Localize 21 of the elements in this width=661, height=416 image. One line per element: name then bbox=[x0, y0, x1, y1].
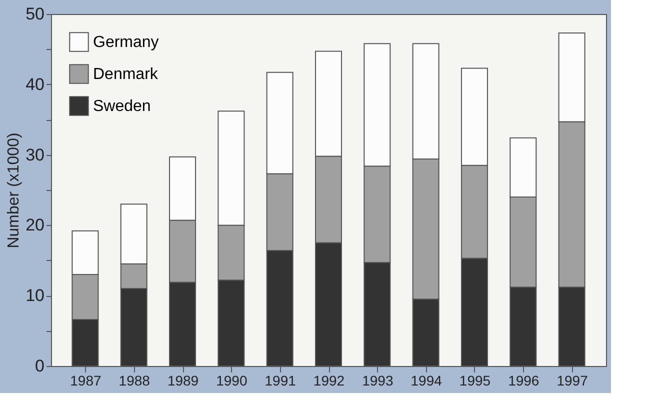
y-tick-label: 0 bbox=[35, 356, 44, 376]
y-tick-label: 30 bbox=[26, 145, 44, 164]
x-tick-label: 1991 bbox=[264, 372, 296, 388]
x-tick-label: 1995 bbox=[459, 372, 491, 388]
y-axis-title: Number (x1000) bbox=[6, 132, 23, 248]
x-tick-label: 1990 bbox=[216, 372, 248, 388]
y-tick-label: 10 bbox=[26, 286, 44, 306]
y-tick-label: 50 bbox=[26, 4, 44, 24]
legend-label: Denmark bbox=[93, 66, 159, 83]
x-tick-label: 1989 bbox=[167, 372, 199, 388]
legend-label: Germany bbox=[93, 34, 159, 51]
y-tick-label: 20 bbox=[26, 216, 44, 235]
x-tick-label: 1996 bbox=[508, 372, 540, 388]
x-tick-label: 1988 bbox=[118, 372, 150, 388]
x-tick-label: 1993 bbox=[362, 372, 394, 388]
x-tick-label: 1994 bbox=[410, 372, 442, 388]
x-tick-label: 1992 bbox=[313, 372, 345, 388]
legend-label: Sweden bbox=[93, 98, 151, 115]
x-tick-label: 1987 bbox=[70, 372, 102, 388]
y-tick-label: 40 bbox=[26, 74, 44, 94]
x-tick-label: 1997 bbox=[556, 372, 588, 388]
